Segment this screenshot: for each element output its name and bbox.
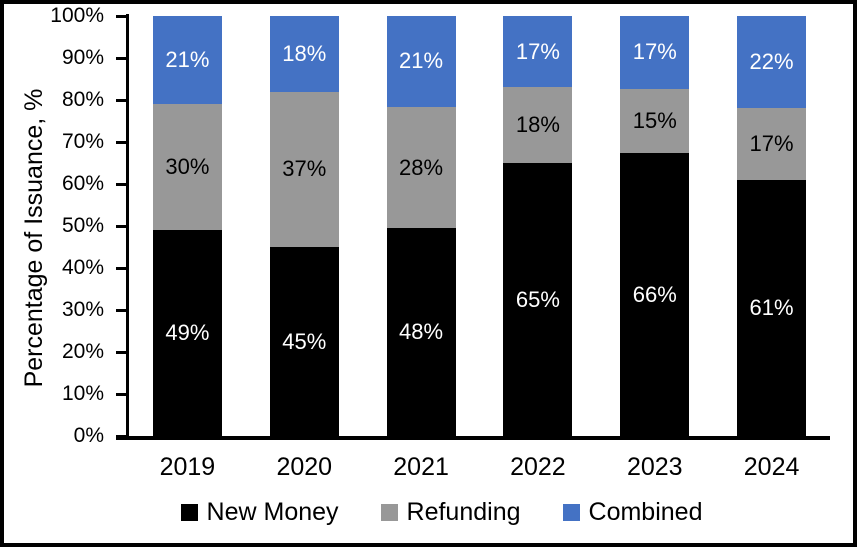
bar-segment-value-label: 17% [515, 38, 560, 64]
bar-2022-segment-new-money: 65% [503, 163, 573, 436]
bar-2024-segment-combined: 22% [737, 16, 807, 109]
x-axis-label-2019: 2019 [159, 453, 216, 481]
bar-2019-segment-refunding: 30% [152, 104, 222, 231]
bar-segment-value-label: 45% [282, 328, 327, 354]
x-axis-label-2020: 2020 [276, 453, 333, 481]
x-axis-line [116, 436, 830, 440]
y-tick-label-90-: 90% [61, 46, 104, 69]
bar-segment-value-label: 18% [515, 112, 560, 138]
y-tick-mark [116, 183, 126, 186]
y-tick-mark [116, 225, 126, 228]
bar-2022-segment-combined: 17% [503, 16, 573, 88]
bar-2020-segment-refunding: 37% [269, 91, 339, 247]
legend-label-refunding: Refunding [406, 498, 521, 526]
y-tick-label-80-: 80% [61, 88, 104, 111]
y-tick-mark [116, 57, 126, 60]
bar-segment-value-label: 30% [165, 154, 210, 180]
bar-segment-value-label: 17% [632, 39, 677, 65]
legend: New Money Refunding Combined [0, 496, 857, 528]
y-tick-label-70-: 70% [61, 130, 104, 153]
y-tick-label-0-: 0% [73, 424, 104, 447]
bar-2021-segment-new-money: 48% [386, 228, 456, 436]
y-tick-mark [116, 99, 126, 102]
y-tick-label-20-: 20% [61, 340, 104, 363]
x-axis-label-2023: 2023 [626, 453, 683, 481]
y-tick-mark [116, 15, 126, 18]
y-tick-label-100-: 100% [50, 4, 104, 27]
x-axis-label-2022: 2022 [510, 453, 566, 481]
bar-segment-value-label: 37% [282, 156, 327, 182]
bar-segment-value-label: 15% [632, 107, 677, 133]
bar-segment-value-label: 17% [749, 131, 794, 157]
bar-2024-segment-new-money: 61% [737, 179, 807, 436]
y-tick-label-50-: 50% [61, 214, 104, 237]
x-axis-label-2024: 2024 [743, 453, 800, 481]
bar-2019-segment-new-money: 49% [152, 230, 222, 436]
y-tick-mark [116, 141, 126, 144]
y-tick-label-30-: 30% [61, 298, 104, 321]
x-axis-label-2021: 2021 [393, 453, 449, 481]
y-tick-mark [116, 351, 126, 354]
legend-swatch-combined [562, 503, 580, 521]
bar-segment-value-label: 28% [399, 154, 444, 180]
bar-segment-value-label: 61% [749, 294, 794, 320]
y-tick-mark [116, 393, 126, 396]
y-tick-mark [116, 309, 126, 312]
legend-swatch-new-money [180, 503, 198, 521]
bar-segment-value-label: 48% [399, 319, 444, 345]
bar-segment-value-label: 65% [515, 286, 560, 312]
y-tick-label-60-: 60% [61, 172, 104, 195]
bar-2020-segment-new-money: 45% [269, 247, 339, 436]
bar-segment-value-label: 18% [282, 40, 327, 66]
legend-item-new-money: New Money [180, 498, 339, 526]
bar-2020-segment-combined: 18% [269, 16, 339, 92]
bar-segment-value-label: 49% [165, 320, 210, 346]
legend-label-new-money: New Money [206, 498, 339, 526]
bar-2023-segment-refunding: 15% [620, 88, 690, 154]
legend-swatch-refunding [380, 503, 398, 521]
legend-item-combined: Combined [562, 498, 703, 526]
bar-2022-segment-refunding: 18% [503, 87, 573, 163]
legend-label-combined: Combined [588, 498, 703, 526]
bar-segment-value-label: 22% [749, 49, 794, 75]
y-tick-mark [116, 267, 126, 270]
bar-2024-segment-refunding: 17% [737, 108, 807, 180]
bar-segment-value-label: 66% [632, 281, 677, 307]
y-axis-line [126, 14, 129, 440]
bar-2021-segment-combined: 21% [386, 16, 456, 107]
y-tick-label-40-: 40% [61, 256, 104, 279]
bar-2021-segment-refunding: 28% [386, 106, 456, 229]
bar-segment-value-label: 21% [399, 48, 444, 74]
bar-2023-segment-new-money: 66% [620, 153, 690, 436]
bar-segment-value-label: 21% [165, 47, 210, 73]
y-tick-label-10-: 10% [61, 382, 104, 405]
legend-item-refunding: Refunding [380, 498, 521, 526]
bar-2023-segment-combined: 17% [620, 16, 690, 89]
bar-2019-segment-combined: 21% [152, 16, 222, 105]
